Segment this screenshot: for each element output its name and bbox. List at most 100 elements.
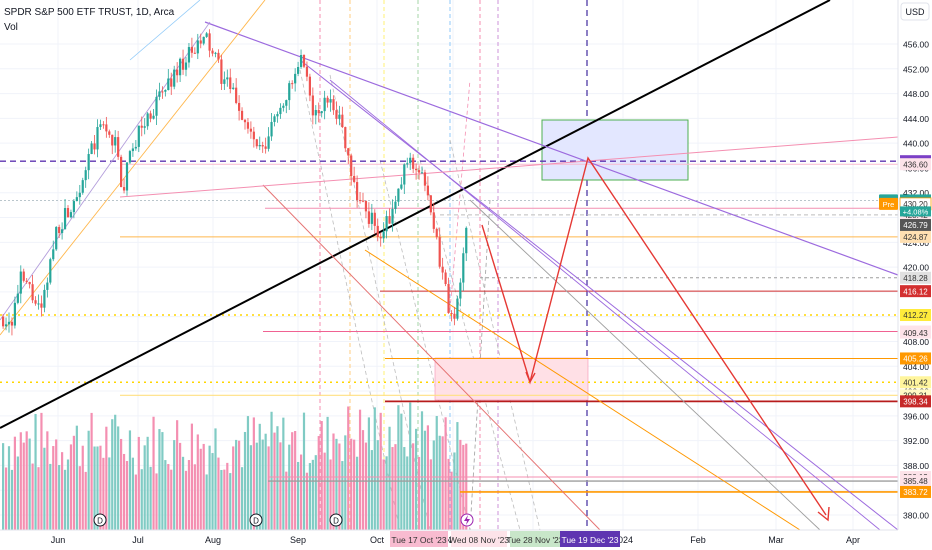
volume-bar — [335, 438, 338, 530]
trendline[interactable] — [119, 136, 899, 198]
volume-bar — [131, 457, 134, 530]
candle-body — [261, 145, 264, 147]
candle-body — [462, 253, 465, 283]
volume-bar — [267, 446, 270, 530]
y-tick-label: 444.00 — [903, 114, 929, 124]
trendline[interactable] — [0, 0, 266, 336]
volume-bar — [409, 402, 412, 530]
volume-bar — [217, 457, 220, 530]
volume-bar — [190, 423, 193, 530]
price-axis[interactable]: 456.00452.00448.00444.00440.00436.00432.… — [879, 0, 932, 550]
volume-bar — [356, 456, 359, 530]
y-tick-label: 448.00 — [903, 89, 929, 99]
x-tick-label: Jul — [132, 535, 144, 545]
candle-body — [87, 154, 90, 171]
trendline[interactable] — [329, 79, 881, 531]
candle-body — [447, 284, 450, 314]
volume-bar — [52, 446, 55, 530]
candle-body — [43, 289, 46, 308]
time-axis[interactable]: JunJulAugSepOctNovDec2024FebMarApr Tue 1… — [0, 529, 898, 550]
volume-bar — [353, 439, 356, 530]
trendline[interactable] — [0, 0, 831, 429]
candle-body — [364, 200, 368, 212]
trendline[interactable] — [204, 21, 899, 276]
volume-bar — [323, 452, 326, 530]
candle-body — [232, 87, 235, 89]
projection-arrowhead — [817, 506, 830, 522]
candle-body — [149, 113, 152, 119]
candle-body — [117, 137, 120, 157]
guide-lines — [299, 0, 588, 531]
volume-bar — [13, 436, 16, 530]
dividend-marker[interactable]: D — [93, 513, 107, 527]
dividend-marker[interactable]: D — [249, 513, 263, 527]
volume-bar — [412, 443, 415, 530]
target-zone-blue[interactable] — [541, 119, 689, 181]
svg-text:D: D — [253, 517, 259, 526]
volume-bar — [146, 436, 149, 530]
volume-bar — [158, 429, 161, 530]
dividend-marker[interactable]: D — [329, 513, 343, 527]
currency-button[interactable]: USD — [900, 2, 930, 21]
projection-line[interactable] — [481, 156, 827, 516]
volume-bar — [429, 459, 432, 530]
volume-bar — [173, 440, 176, 530]
volume-bar — [465, 443, 468, 530]
volume-bar — [400, 413, 403, 530]
trendline[interactable] — [129, 0, 201, 61]
candle-body — [258, 145, 261, 147]
candle-body — [16, 293, 19, 303]
svg-text:436.60: 436.60 — [903, 160, 928, 169]
candle-body — [131, 148, 134, 152]
volume-bar — [96, 446, 99, 530]
candle-body — [46, 282, 49, 290]
candle-body — [423, 172, 427, 186]
grid-lines — [0, 0, 898, 530]
volume-bar — [37, 467, 40, 530]
candle-body — [332, 99, 335, 111]
candle-body — [305, 66, 309, 77]
trendline[interactable] — [364, 249, 801, 531]
trendline[interactable] — [0, 21, 211, 321]
svg-text:416.12: 416.12 — [903, 287, 928, 296]
candle-body — [19, 271, 22, 294]
candle-body — [249, 128, 252, 132]
candle-body — [299, 55, 303, 68]
volume-bar — [376, 440, 379, 530]
volume-bar — [379, 412, 382, 530]
y-tick-label: 456.00 — [903, 40, 929, 50]
premarket-badge[interactable]: Pre — [879, 197, 898, 210]
trendlines[interactable] — [0, 0, 899, 531]
volume-bar — [243, 431, 247, 530]
candle-body — [78, 192, 81, 198]
candle-body — [84, 170, 87, 181]
volume-bar — [111, 419, 114, 530]
x-tick-label: 2024 — [613, 535, 633, 545]
projection-path[interactable] — [481, 156, 830, 522]
flash-icon[interactable] — [460, 513, 474, 527]
fan-line — [299, 69, 401, 531]
candle-body — [341, 114, 344, 128]
candle-body — [335, 110, 338, 119]
trendline[interactable] — [299, 59, 899, 531]
chart-title: SPDR S&P 500 ETF TRUST, 1D, Arca — [4, 7, 175, 18]
candle-body — [338, 114, 341, 119]
price-label: 398.34 — [900, 395, 931, 408]
trendline[interactable] — [469, 199, 821, 531]
volume-bar — [382, 459, 385, 530]
volume-bar — [415, 428, 418, 530]
volume-bar — [184, 470, 188, 530]
volume-bar — [432, 440, 435, 530]
volume-bar — [140, 469, 143, 530]
volume-bar — [164, 460, 167, 530]
volume-bar — [2, 443, 5, 530]
support-zone-red[interactable] — [434, 357, 589, 401]
volume-bar — [320, 421, 323, 530]
candle-body — [276, 114, 279, 117]
y-tick-label: 440.00 — [903, 139, 929, 149]
candle-body — [179, 58, 182, 76]
trendline[interactable] — [262, 184, 601, 531]
x-tick-label: Oct — [370, 535, 385, 545]
volume-bar — [75, 425, 78, 530]
